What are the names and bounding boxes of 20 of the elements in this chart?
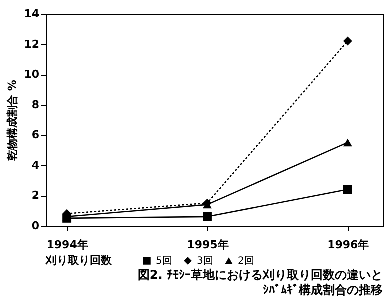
y-tick-label: 2 (32, 189, 40, 202)
point (343, 36, 352, 46)
text: ｼﾊﾞﾑｷﾞ構成割合の推移 (263, 283, 383, 297)
x-tick-label: 1996年 (328, 238, 370, 252)
y-tick-label: 10 (24, 68, 40, 82)
y-tick-label: 0 (32, 220, 40, 232)
legend-label: 3回 (197, 256, 214, 267)
y-tick-label: 14 (24, 8, 40, 20)
legend-label: 5回 (156, 256, 172, 267)
legend-title: 刈り取り回数 (45, 254, 113, 267)
y-tick-label: 12 (24, 38, 40, 51)
point (343, 185, 352, 194)
y-axis-title: 乾物構成割合 % (6, 80, 20, 161)
y-tick-label: 6 (32, 128, 40, 142)
text: 図2. ﾁﾓｼｰ草地における刈り取り回数の違いと (138, 268, 383, 282)
x-tick-label: 1994年 (46, 238, 88, 252)
y-tick-label: 4 (32, 158, 40, 172)
legend-label: 2回 (238, 256, 254, 267)
y-tick-label: 8 (32, 98, 40, 112)
x-tick-label: 1995年 (187, 238, 229, 252)
